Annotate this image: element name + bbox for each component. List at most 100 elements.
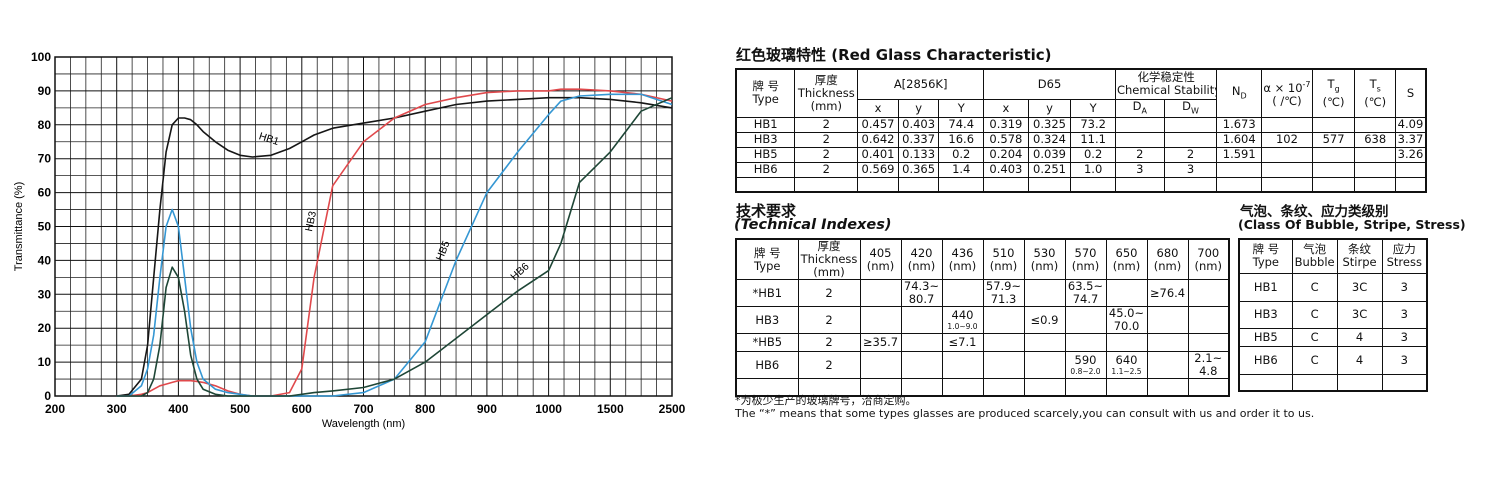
y-tick-label: 0 [44, 389, 51, 403]
table-cell: 1.604 [1216, 131, 1263, 148]
table-cell: 3 [1163, 161, 1218, 178]
table-row: HB3 2 0.642 0.337 16.6 0.578 0.324 11.1 1.604 102… [735, 131, 1427, 148]
cell-text: 680 [1156, 245, 1179, 260]
table-cell: ≥35.7 [859, 333, 902, 352]
header-cell: 气泡 Bubble [1291, 238, 1338, 274]
table-cell: 3C [1336, 272, 1383, 302]
cell-text: 57.9~ [985, 279, 1022, 293]
table-cell [1027, 176, 1072, 193]
table-cell: 590 0.8~2.0 [1064, 351, 1107, 379]
table-cell: 45.0~ 70.0 [1105, 306, 1148, 334]
table-cell [859, 378, 902, 396]
header-cell: 厚度 Thickness (mm) [797, 238, 861, 280]
x-tick-label: 1000 [535, 402, 562, 416]
table-cell: 0.039 [1027, 146, 1072, 163]
table-row [735, 378, 1230, 396]
x-tick-label: 600 [292, 402, 312, 416]
header-cell: 700 (nm) [1187, 238, 1230, 280]
table-cell [794, 176, 859, 193]
cell-text: Type [754, 258, 781, 273]
table-cell: 2 [1163, 146, 1218, 163]
table-cell: 3C [1336, 300, 1383, 329]
y-tick-label: 80 [38, 118, 52, 132]
table-cell [1261, 116, 1313, 133]
table-cell: 0.401 [857, 146, 899, 163]
table-cell [900, 378, 943, 396]
chart: 0 10 20 30 40 50 60 70 80 90 100 200 300 400 500 600 700… [13, 50, 686, 430]
table-cell: 0.324 [1027, 131, 1072, 148]
table-cell: 1.0 [1070, 161, 1116, 178]
footnote: *为极少生产的玻璃牌号，洽商定购。 [735, 394, 917, 407]
table-cell: 2 [797, 279, 861, 307]
table-cell [897, 176, 940, 193]
table-row [735, 176, 1427, 193]
subscript: g [1334, 84, 1340, 94]
cell-text: 570 [1074, 245, 1097, 260]
x-tick-label: 300 [107, 402, 127, 416]
table-cell [1064, 378, 1107, 396]
header-cell: Tg (℃) [1311, 68, 1356, 118]
table-cell: HB3 [1238, 300, 1293, 329]
cell-text: (mm) [813, 265, 845, 279]
table-row: HB6 2 0.569 0.365 1.4 0.403 0.251 1.0 3 3 [735, 161, 1427, 178]
series-label: HB1 [257, 130, 280, 148]
note: 1.0~9.0 [947, 322, 978, 331]
table-row: HB1 C 3C 3 [1238, 272, 1428, 302]
table-cell: 63.5~ 74.7 [1064, 279, 1107, 307]
x-tick-label: 500 [230, 402, 250, 416]
cell-text: 436 [951, 245, 974, 260]
series-label: HB3 [303, 210, 319, 233]
table-cell [941, 351, 984, 379]
table-cell: 11.1 [1070, 131, 1116, 148]
table-cell [1064, 306, 1107, 334]
x-tick-label: 900 [477, 402, 497, 416]
table-cell [900, 306, 943, 334]
spec-table: 牌 号 Type 厚度 Thickness (mm) 405 (nm) 420 (nm) 436(… [735, 238, 1230, 397]
table-cell [1354, 161, 1396, 178]
subscript: A [1141, 105, 1147, 115]
cell-text: 牌 号 [752, 79, 779, 94]
table-cell: 3.37 [1394, 131, 1427, 148]
cell-text: 牌 号 [1252, 242, 1280, 257]
table-cell: C [1291, 345, 1338, 375]
header-cell: Y [1070, 98, 1116, 118]
cell-text: 650 [1115, 245, 1138, 260]
cell-text: 74.3~ [903, 279, 940, 293]
table-cell: 2 [797, 351, 861, 379]
table-cell [1187, 378, 1230, 396]
table-cell: 0.569 [857, 161, 899, 178]
table-cell: 3 [1381, 327, 1428, 347]
table-cell: *HB5 [735, 333, 799, 352]
table-title: 技术要求 [736, 202, 797, 220]
x-tick-label: 200 [45, 402, 65, 416]
cell-text: 厚度 [814, 72, 838, 87]
header-cell: 化学稳定性 Chemical Stability [1114, 68, 1218, 100]
x-tick-label: 700 [353, 402, 373, 416]
table-cell [1261, 176, 1313, 193]
table-cell: 638 [1354, 131, 1396, 148]
y-tick-label: 100 [31, 50, 51, 64]
table-cell: 0.642 [857, 131, 899, 148]
cell-text: 45.0~ [1108, 306, 1145, 320]
table-cell: 4 [1336, 327, 1383, 347]
cell-text: D [1182, 99, 1191, 113]
cell-text: Thickness [797, 85, 855, 100]
y-tick-label: 50 [38, 220, 52, 234]
table-cell: 0.403 [983, 161, 1029, 178]
table-row: HB6 2 590 0.8~2.0 640 1.1~2.5 2.1~ 4.8 [735, 351, 1230, 379]
table-cell [1311, 146, 1356, 163]
header-cell: A[2856K] [857, 68, 985, 100]
spec-table: 牌 号 Type 厚度 Thickness (mm) A[2856K] D65 化学稳定性 Ch… [735, 68, 1427, 194]
table-cell: 3 [1381, 300, 1428, 329]
table-cell: 2.1~ 4.8 [1187, 351, 1230, 379]
subscript: D [1240, 91, 1247, 101]
table-cell: 3 [1114, 161, 1165, 178]
cell-text: ND [1218, 84, 1260, 102]
table-cell [1146, 351, 1189, 379]
table-row: *HB5 2 ≥35.7 ≤7.1 [735, 333, 1230, 352]
table-cell [859, 279, 902, 307]
cell-text: T [1327, 77, 1335, 92]
table-cell [982, 306, 1025, 334]
cell-text: Type [752, 92, 779, 107]
